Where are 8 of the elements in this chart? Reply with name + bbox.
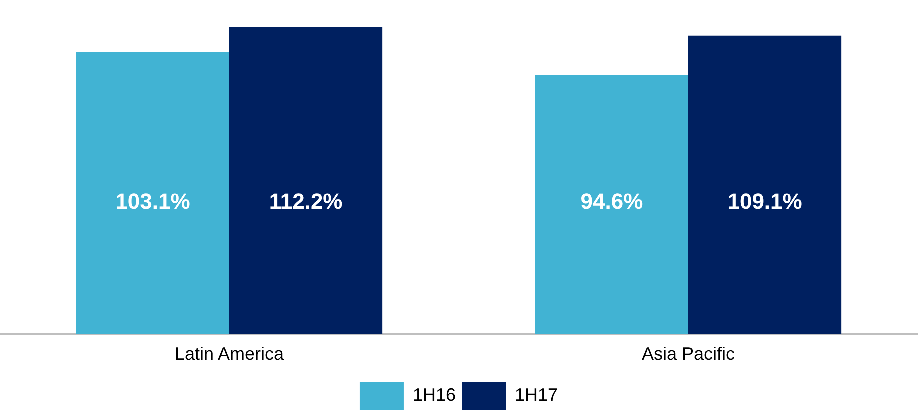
- x-tick-label: Asia Pacific: [642, 344, 736, 364]
- data-label: 109.1%: [728, 189, 802, 214]
- data-label: 94.6%: [580, 189, 644, 214]
- legend-label: 1H16: [412, 384, 456, 405]
- data-label: 112.2%: [269, 189, 343, 214]
- x-tick-label: Latin America: [174, 344, 286, 364]
- data-label: 103.1%: [116, 189, 190, 214]
- legend-label: 1H17: [515, 384, 558, 405]
